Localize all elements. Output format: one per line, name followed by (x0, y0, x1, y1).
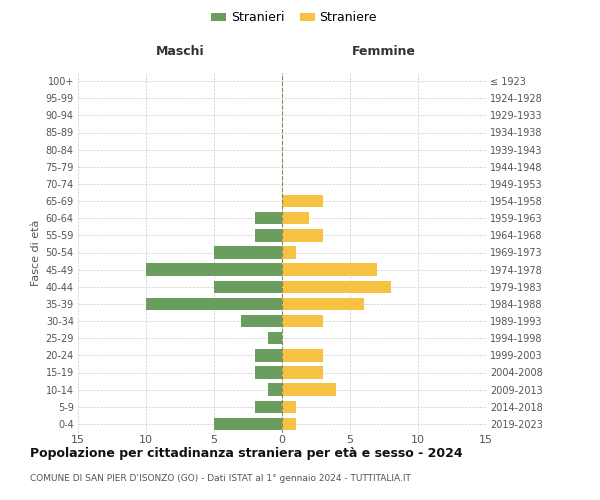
Bar (255, 349, 282, 362)
Bar (268, 384, 282, 396)
Bar (282, 246, 296, 258)
Bar (214, 418, 282, 430)
Bar (282, 280, 391, 293)
Bar (282, 212, 309, 224)
Bar (282, 264, 377, 276)
Text: COMUNE DI SAN PIER D’ISONZO (GO) - Dati ISTAT al 1° gennaio 2024 - TUTTITALIA.IT: COMUNE DI SAN PIER D’ISONZO (GO) - Dati … (30, 474, 411, 483)
Bar (282, 400, 296, 413)
Bar (282, 315, 323, 327)
Bar (255, 366, 282, 378)
Bar (255, 400, 282, 413)
Bar (241, 315, 282, 327)
Bar (282, 418, 296, 430)
Bar (214, 280, 282, 293)
Text: Femmine: Femmine (352, 45, 416, 58)
Text: Maschi: Maschi (155, 45, 205, 58)
Y-axis label: Fasce di età: Fasce di età (31, 220, 41, 286)
Bar (268, 332, 282, 344)
Bar (282, 384, 337, 396)
Bar (255, 212, 282, 224)
Bar (146, 298, 282, 310)
Bar (282, 298, 364, 310)
Legend: Stranieri, Straniere: Stranieri, Straniere (206, 6, 382, 29)
Bar (214, 246, 282, 258)
Bar (146, 264, 282, 276)
Bar (282, 349, 323, 362)
Bar (255, 229, 282, 241)
Bar (282, 366, 323, 378)
Text: Popolazione per cittadinanza straniera per età e sesso - 2024: Popolazione per cittadinanza straniera p… (30, 448, 463, 460)
Bar (282, 195, 323, 207)
Bar (282, 229, 323, 241)
